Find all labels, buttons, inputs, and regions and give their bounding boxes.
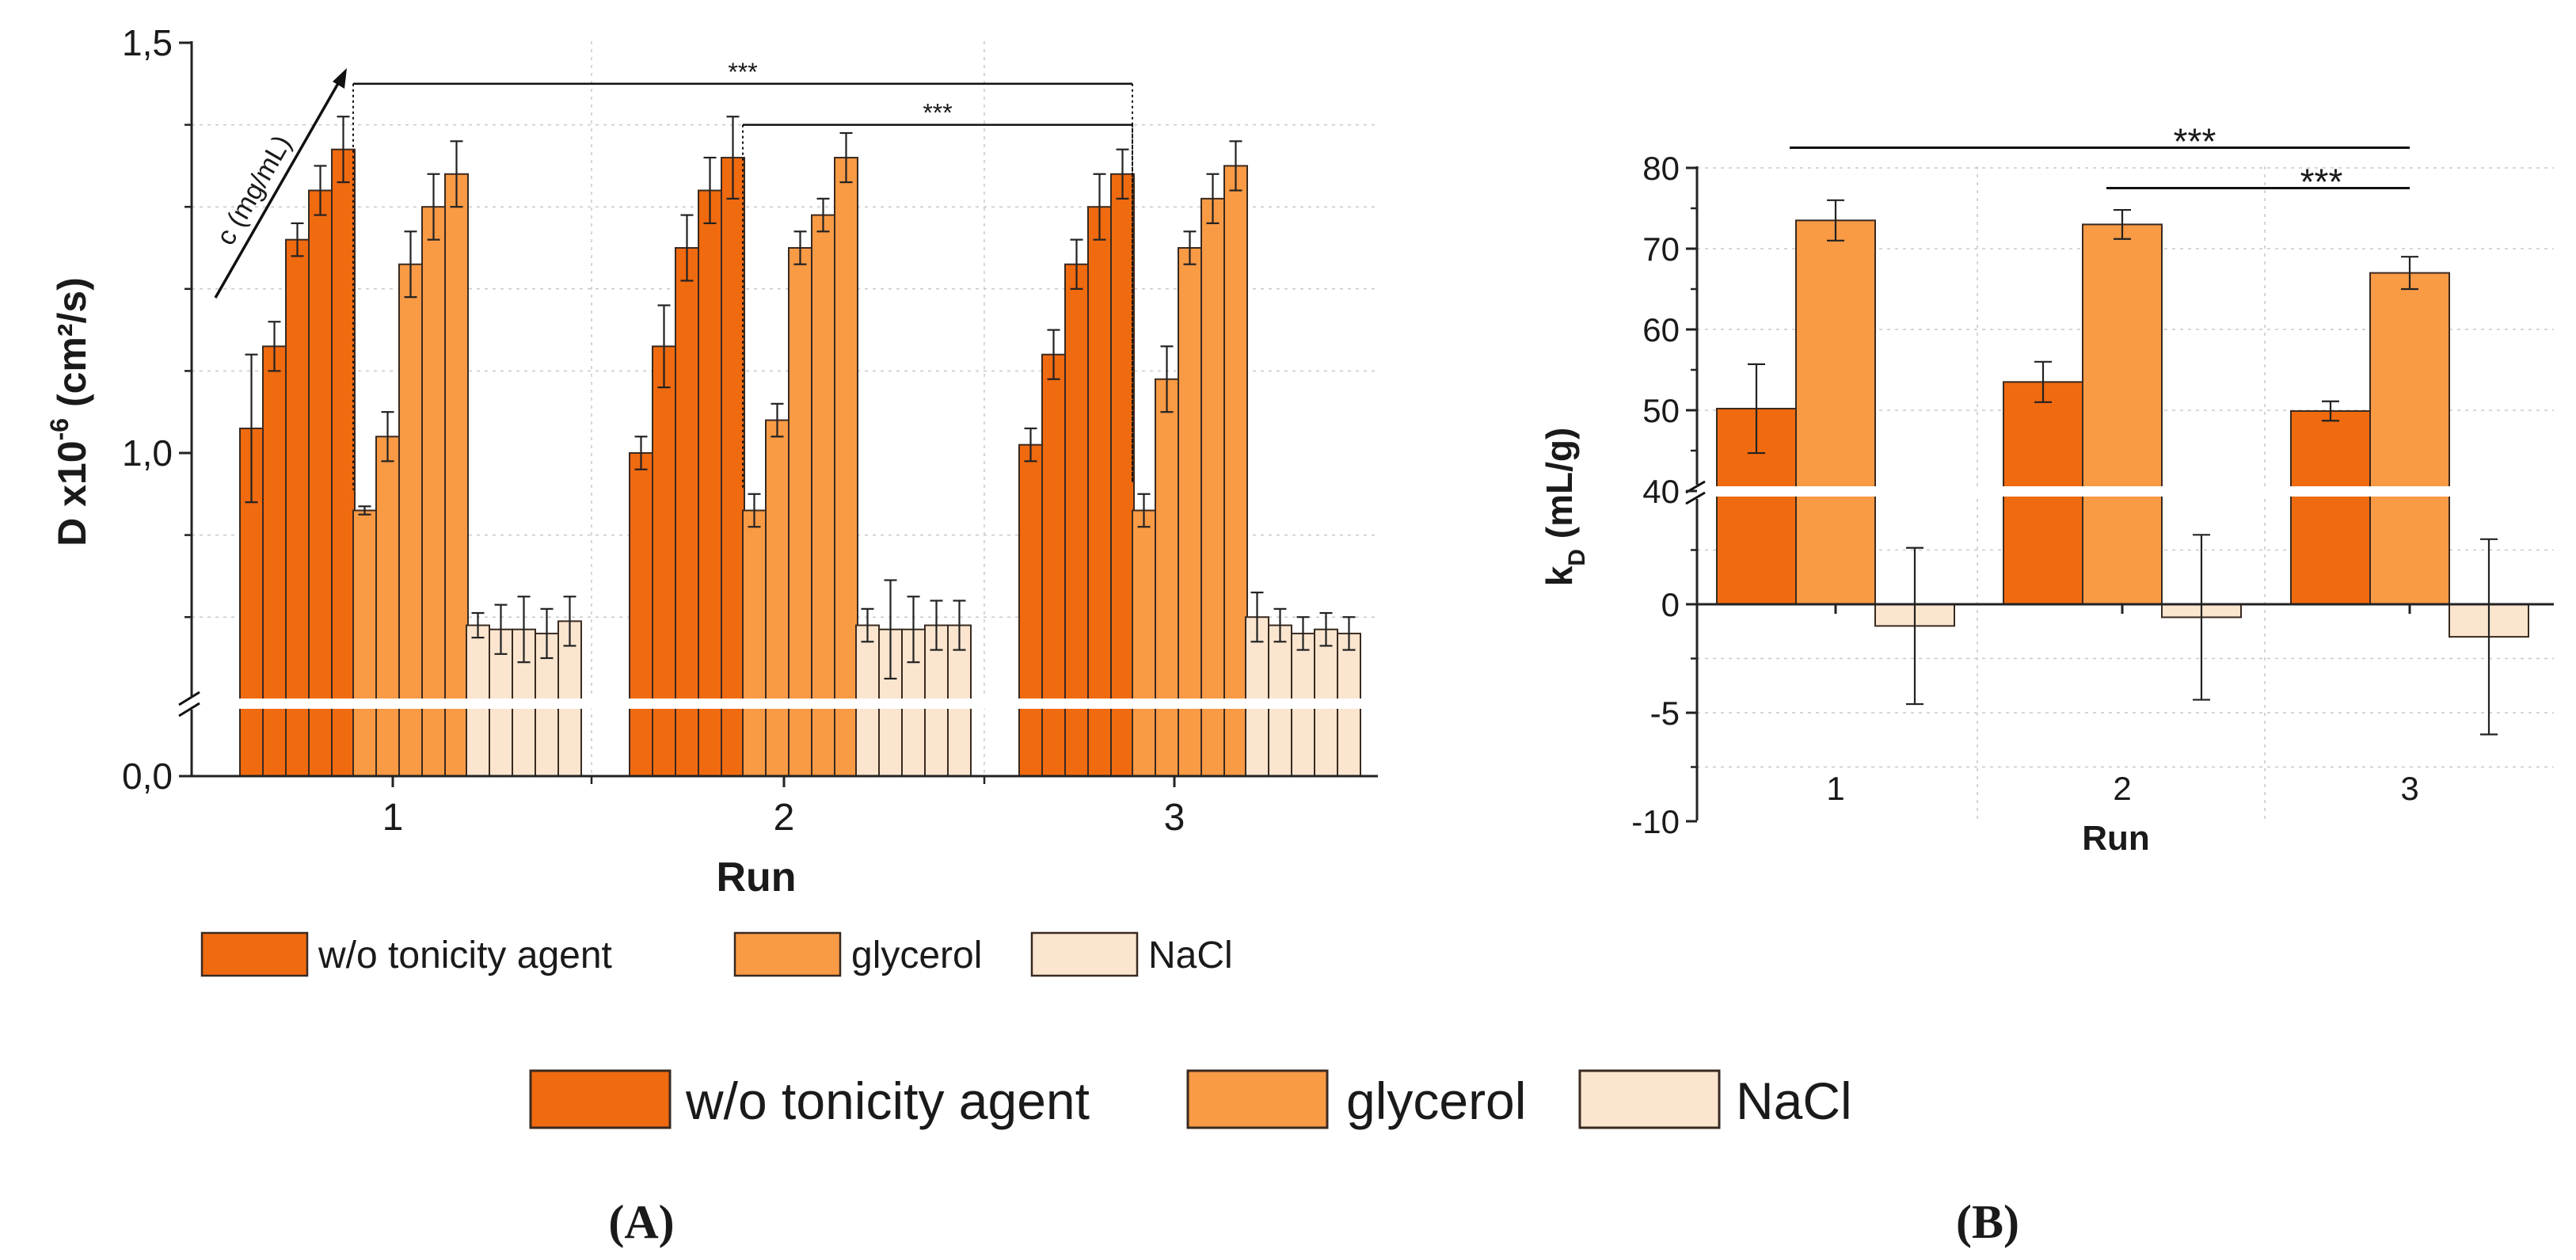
b-break-slash-2	[1685, 491, 1706, 505]
b-y-tick-label: -5	[1650, 695, 1680, 732]
bar-a-wo-run2-c1	[629, 452, 653, 777]
bar-b-wo-run3	[2290, 410, 2371, 606]
b-sig-label-2: ***	[2300, 162, 2343, 203]
legend-label-nacl: NaCl	[1736, 1072, 1852, 1130]
panel-a-bars	[239, 116, 1361, 778]
bar-a-glycerol-run3-c5	[1223, 165, 1248, 777]
a-break-slash-2	[178, 702, 200, 718]
bar-a-wo-run2-c5	[721, 157, 745, 778]
legend-swatch-nacl	[1578, 1069, 1721, 1129]
bar-a-wo-run1-c4	[308, 189, 333, 778]
bar-a-wo-run3-c5	[1110, 173, 1135, 777]
panel-b-axes: 40 50 60 70 80 -10 -5 0 1 2 3	[1631, 150, 2554, 840]
legend-a-swatch-wo	[200, 931, 309, 977]
panel-a-gridlines	[192, 41, 1378, 776]
bar-a-glycerol-run1-c5	[444, 173, 469, 777]
panel-a-y-axis-label: D x10-6 (cm²/s)	[45, 277, 94, 546]
panel-a-x-axis-label: Run	[716, 855, 796, 900]
bar-a-wo-run1-c2	[262, 345, 287, 777]
bar-a-glycerol-run2-c4	[811, 214, 835, 777]
bar-b-glycerol-run2	[2082, 223, 2163, 605]
legend-a-swatch-nacl	[1030, 931, 1139, 977]
legend-a-label-glycerol: glycerol	[851, 935, 982, 976]
bar-b-glycerol-run3	[2369, 272, 2450, 605]
b-sig-label-1: ***	[2174, 121, 2216, 162]
b-y-tick-label: 60	[1642, 311, 1680, 348]
a-sig-label-2: ***	[923, 99, 952, 128]
bar-b-glycerol-run1	[1795, 219, 1876, 605]
b-x-tick-label: 2	[2113, 770, 2131, 807]
bar-a-glycerol-run2-c5	[834, 157, 858, 778]
panel-b-bars	[1716, 199, 2529, 736]
legend-a-label-wo: w/o tonicity agent	[318, 935, 612, 976]
legend-label-glycerol: glycerol	[1346, 1072, 1526, 1130]
b-x-tick-label: 1	[1826, 770, 1844, 807]
bar-a-glycerol-run1-c4	[421, 206, 446, 777]
bar-a-glycerol-run3-c4	[1200, 197, 1225, 777]
bar-a-wo-run3-c4	[1087, 206, 1112, 777]
bar-a-glycerol-run2-c3	[788, 247, 812, 777]
legend-a-swatch-glycerol	[733, 931, 842, 977]
shared-legend: w/o tonicity agent glycerol NaCl	[529, 1069, 1852, 1130]
b-y-tick-label: 70	[1642, 230, 1680, 268]
panel-b-y-axis-label: kD (mL/g)	[1539, 428, 1590, 587]
a-x-tick-label: 2	[774, 797, 795, 839]
b-x-tick-label: 3	[2400, 770, 2418, 807]
bar-a-wo-run3-c2	[1041, 353, 1066, 777]
b-y-tick-label: 50	[1642, 392, 1680, 429]
b-y-tick-label: 0	[1661, 586, 1680, 623]
bar-a-glycerol-run2-c1	[742, 509, 767, 778]
bar-a-glycerol-run3-c3	[1178, 247, 1202, 777]
a-y-tick-label: 0,0	[122, 756, 173, 797]
panel-a-axis-break	[178, 691, 1381, 718]
legend-swatch-wo	[529, 1069, 672, 1129]
bar-a-glycerol-run1-c2	[375, 436, 400, 778]
bar-a-wo-run1-c5	[331, 148, 356, 777]
panel-label-a: (A)	[608, 1196, 674, 1248]
a-break-slash-1	[178, 691, 200, 706]
panel-a-legend: w/o tonicity agent glycerol NaCl	[200, 931, 1233, 977]
b-y-tick-label: 80	[1642, 150, 1680, 187]
a-y-tick-label: 1,5	[122, 22, 173, 63]
bar-a-nacl-run3-c1	[1245, 616, 1269, 778]
bar-a-wo-run2-c3	[675, 247, 699, 777]
bar-a-glycerol-run2-c2	[765, 419, 790, 777]
bar-a-wo-run2-c4	[698, 189, 722, 778]
legend-a-label-nacl: NaCl	[1148, 935, 1233, 976]
legend-swatch-glycerol	[1186, 1069, 1329, 1129]
bar-a-glycerol-run1-c1	[352, 509, 377, 778]
b-y-tick-label: 40	[1642, 473, 1680, 510]
a-x-tick-label: 1	[382, 797, 404, 839]
panel-a-significance: *** ***	[352, 58, 1133, 490]
a-x-tick-label: 3	[1164, 797, 1185, 839]
b-break-band	[1700, 486, 2554, 497]
panel-b-chart: 40 50 60 70 80 -10 -5 0 1 2 3 *** *** Run kD (mL/g)	[1539, 121, 2554, 858]
a-break-band	[195, 699, 1381, 709]
bar-a-wo-run1-c3	[285, 238, 310, 777]
panel-b-x-axis-label: Run	[2082, 819, 2150, 858]
bar-a-glycerol-run3-c2	[1155, 378, 1179, 777]
bar-a-glycerol-run3-c1	[1132, 509, 1156, 778]
a-sig-label-1: ***	[728, 58, 757, 86]
bar-a-wo-run2-c2	[652, 345, 676, 777]
panel-label-b: (B)	[1956, 1196, 2019, 1248]
panel-a-chart: 0,01,01,51 2 3 ****** Run D x10-6 (cm²/s) …	[45, 22, 1381, 977]
bar-a-wo-run3-c1	[1018, 443, 1043, 777]
b-y-tick-label: -10	[1631, 803, 1680, 840]
panel-a-axes: 0,0 1,0 1,5 1 2 3	[122, 22, 1378, 839]
legend-label-wo: w/o tonicity agent	[685, 1072, 1090, 1130]
a-y-tick-label: 1,0	[122, 432, 173, 474]
panel-b-significance: *** ***	[1790, 121, 2410, 203]
